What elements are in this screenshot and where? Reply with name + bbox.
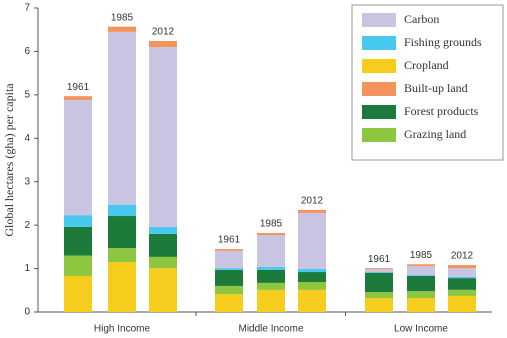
bar-segment — [257, 235, 285, 267]
bar-segment — [64, 226, 92, 256]
bar-segment — [448, 268, 476, 277]
group-label: High Income — [94, 324, 151, 335]
bar-year-label: 2012 — [152, 27, 175, 38]
bar-segment — [257, 289, 285, 312]
bar-segment — [108, 216, 136, 249]
bar-year-label: 1961 — [368, 254, 391, 265]
y-tick-label: 5 — [24, 89, 30, 100]
y-axis-label: Global hectares (gha) per capita — [2, 83, 16, 237]
bar-year-label: 1985 — [410, 250, 433, 261]
bar-segment — [215, 268, 243, 270]
bar-segment — [407, 264, 435, 266]
legend-swatch — [362, 82, 396, 96]
y-tick-label: 2 — [24, 220, 30, 231]
bar-segment — [407, 291, 435, 299]
y-tick-label: 0 — [24, 307, 30, 318]
bar-segment — [298, 289, 326, 312]
bar-segment — [257, 266, 285, 270]
legend-swatch — [362, 13, 396, 27]
y-tick-label: 1 — [24, 263, 30, 274]
bar-segment — [215, 294, 243, 312]
legend-swatch — [362, 128, 396, 142]
bar-segment — [215, 250, 243, 269]
bar-segment — [257, 269, 285, 283]
bar-segment — [448, 265, 476, 269]
bar-segment — [149, 41, 177, 48]
bar-segment — [108, 262, 136, 312]
bar-segment — [108, 248, 136, 263]
bar-segment — [365, 272, 393, 273]
bar-segment — [365, 272, 393, 293]
bar-segment — [64, 255, 92, 276]
y-tick-label: 7 — [24, 3, 30, 14]
bar-segment — [407, 275, 435, 292]
legend-label: Cropland — [404, 58, 449, 72]
bar-year-label: 2012 — [301, 196, 324, 207]
y-tick-label: 4 — [24, 133, 30, 144]
bar-segment — [108, 204, 136, 217]
bar-segment — [64, 100, 92, 216]
bar-year-label: 1961 — [67, 82, 90, 93]
bar-segment — [407, 298, 435, 312]
bar-segment — [448, 289, 476, 296]
bar-segment — [407, 275, 435, 276]
bar-segment — [365, 298, 393, 312]
bar-segment — [149, 47, 177, 227]
bar-year-label: 1985 — [260, 219, 283, 230]
bar-segment — [448, 278, 476, 290]
legend-label: Built-up land — [404, 81, 468, 95]
bar-segment — [64, 215, 92, 227]
legend-swatch — [362, 36, 396, 50]
bar-segment — [365, 268, 393, 270]
legend-swatch — [362, 105, 396, 119]
legend-label: Carbon — [404, 12, 439, 26]
bar-year-label: 1985 — [111, 12, 134, 23]
y-tick-label: 6 — [24, 46, 30, 57]
bar-segment — [215, 249, 243, 251]
legend-label: Fishing grounds — [404, 35, 482, 49]
bar-segment — [215, 269, 243, 286]
bar-segment — [448, 295, 476, 312]
group-label: Low Income — [394, 324, 448, 335]
bar-segment — [149, 256, 177, 269]
bar-year-label: 1961 — [218, 235, 241, 246]
bar-segment — [365, 269, 393, 273]
bar-segment — [108, 31, 136, 205]
bar-segment — [365, 292, 393, 299]
bar-segment — [448, 276, 476, 279]
bar-segment — [298, 269, 326, 273]
bar-segment — [298, 272, 326, 283]
bar-segment — [149, 233, 177, 257]
bar-segment — [149, 226, 177, 234]
bar-segment — [298, 282, 326, 290]
bar-segment — [298, 209, 326, 213]
bar-year-label: 2012 — [451, 251, 474, 262]
bar-segment — [64, 275, 92, 312]
bar-segment — [149, 268, 177, 312]
bar-segment — [215, 285, 243, 295]
bar-segment — [407, 265, 435, 276]
bar-segment — [64, 96, 92, 101]
legend-swatch — [362, 59, 396, 73]
group-label: Middle Income — [238, 324, 303, 335]
bar-segment — [257, 232, 285, 236]
bar-segment — [108, 26, 136, 32]
legend-label: Forest products — [404, 104, 479, 118]
bar-segment — [257, 282, 285, 290]
legend-label: Grazing land — [404, 127, 466, 141]
bar-segment — [298, 212, 326, 270]
y-tick-label: 3 — [24, 176, 30, 187]
